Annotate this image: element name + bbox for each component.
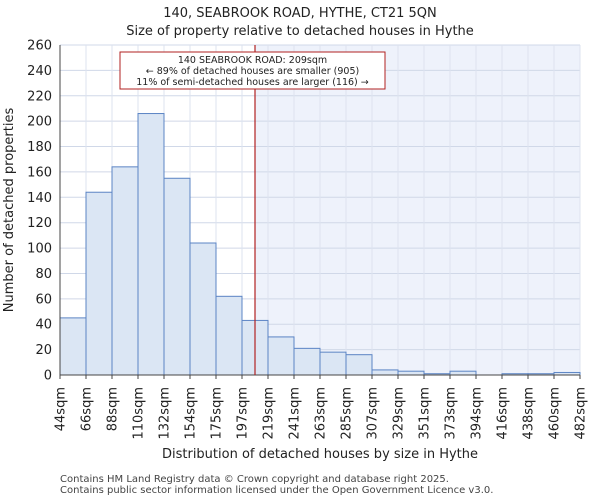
histogram-bar — [449, 370, 477, 376]
footer-line-1: Contains HM Land Registry data © Crown c… — [60, 474, 449, 485]
x-tick-label: 438sqm — [522, 387, 537, 440]
footer-line-2: Contains public sector information licen… — [60, 485, 494, 496]
x-tick-label: 373sqm — [444, 387, 459, 440]
y-tick-label: 160 — [27, 165, 52, 180]
x-tick-label: 460sqm — [548, 387, 563, 440]
x-tick-label: 416sqm — [496, 387, 511, 440]
y-tick-label: 60 — [35, 292, 52, 307]
x-tick-label: 329sqm — [392, 387, 407, 440]
x-axis-title: Distribution of detached houses by size … — [162, 447, 478, 462]
x-tick-label: 285sqm — [340, 387, 355, 440]
annotation-line: ← 89% of detached houses are smaller (90… — [146, 66, 359, 77]
x-tick-label: 132sqm — [158, 387, 173, 440]
x-tick-label: 66sqm — [80, 387, 95, 431]
chart-title: 140, SEABROOK ROAD, HYTHE, CT21 5QN — [163, 6, 437, 21]
x-tick-label: 175sqm — [210, 387, 225, 440]
histogram-bar — [319, 351, 347, 376]
y-tick-label: 260 — [27, 39, 52, 54]
x-tick-label: 154sqm — [184, 387, 199, 440]
larger-region-shade — [255, 45, 580, 375]
chart-subtitle: Size of property relative to detached ho… — [126, 24, 474, 39]
histogram-bar — [59, 317, 87, 376]
histogram-bar — [345, 354, 373, 376]
x-tick-label: 110sqm — [132, 387, 147, 440]
y-tick-label: 100 — [27, 242, 52, 257]
y-tick-label: 20 — [35, 343, 52, 358]
x-tick-label: 219sqm — [262, 387, 277, 440]
x-tick-label: 394sqm — [470, 387, 485, 440]
histogram-bar — [397, 370, 425, 376]
histogram-bar — [137, 113, 165, 376]
x-tick-label: 263sqm — [314, 387, 329, 440]
y-tick-label: 200 — [27, 115, 52, 130]
histogram-bar — [85, 191, 113, 376]
x-tick-label: 351sqm — [418, 387, 433, 440]
x-tick-label: 88sqm — [106, 387, 121, 431]
histogram-bar — [371, 369, 399, 376]
annotation-line: 11% of semi-detached houses are larger (… — [136, 77, 369, 88]
y-tick-label: 120 — [27, 216, 52, 231]
y-tick-label: 240 — [27, 64, 52, 79]
annotation-line: 140 SEABROOK ROAD: 209sqm — [178, 55, 327, 66]
histogram-bar — [293, 347, 321, 376]
histogram-bar — [163, 177, 191, 376]
y-tick-label: 140 — [27, 191, 52, 206]
x-tick-label: 197sqm — [236, 387, 251, 440]
histogram-bar — [189, 242, 217, 376]
y-tick-label: 180 — [27, 140, 52, 155]
x-tick-label: 241sqm — [288, 387, 303, 440]
histogram-bar — [215, 295, 243, 376]
annotation-box — [119, 51, 386, 90]
y-tick-label: 40 — [35, 318, 52, 333]
y-tick-label: 0 — [44, 369, 52, 384]
y-tick-label: 80 — [35, 267, 52, 282]
x-tick-label: 482sqm — [574, 387, 589, 440]
y-tick-label: 220 — [27, 89, 52, 104]
histogram-bar — [267, 336, 295, 376]
y-axis-title: Number of detached properties — [2, 108, 17, 313]
x-tick-label: 307sqm — [366, 387, 381, 440]
histogram-bar — [111, 166, 139, 376]
x-tick-label: 44sqm — [54, 387, 69, 431]
